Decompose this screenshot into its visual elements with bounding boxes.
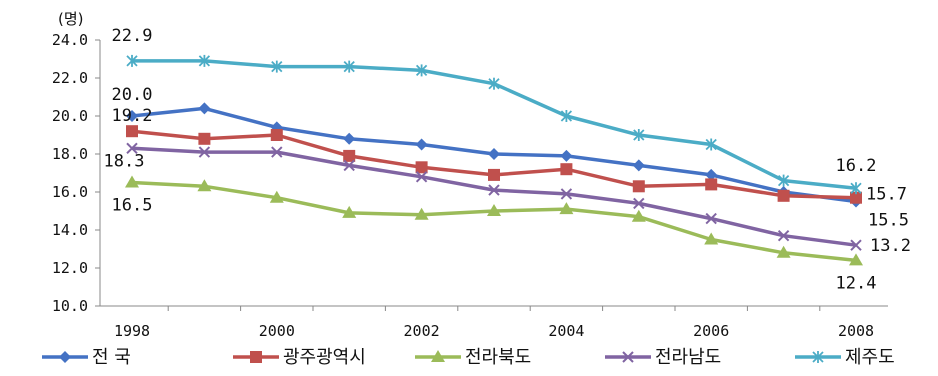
- data-point-series-1: [632, 180, 645, 193]
- data-point-series-2: [342, 205, 357, 218]
- data-point-series-0: [705, 168, 718, 181]
- data-point-series-4: [198, 54, 211, 67]
- data-point-series-1: [415, 161, 428, 174]
- data-label: 22.9: [112, 26, 153, 46]
- data-label: 19.2: [112, 106, 153, 126]
- x-tick-label: 1998: [114, 322, 150, 340]
- data-point-series-2: [559, 202, 574, 215]
- data-labels: 22.9 20.019.2 18.3 16.5 16.2 15.7 15.5 13.2 12.4: [104, 26, 911, 293]
- legend-item-3: 전라남도: [605, 347, 721, 368]
- data-label: 18.3: [104, 151, 145, 171]
- data-label: 13.2: [870, 236, 911, 256]
- data-label: 16.2: [836, 156, 877, 176]
- data-point-series-2: [776, 245, 791, 258]
- data-label: 16.5: [112, 196, 153, 216]
- y-tick-label: 24.0: [52, 31, 88, 49]
- legend-label: 전라북도: [465, 347, 531, 368]
- y-tick-label: 18.0: [52, 145, 88, 163]
- y-tick-label: 22.0: [52, 69, 88, 87]
- axes: 10.0 12.0 14.0 16.0 18.0 20.0 22.0 24.0 1998 2000…: [52, 31, 888, 340]
- data-point-series-3: [488, 184, 500, 196]
- data-point-series-3: [198, 146, 211, 158]
- y-tick-label: 12.0: [52, 259, 88, 277]
- legend-marker: [250, 351, 262, 363]
- data-point-series-4: [488, 77, 500, 90]
- legend-marker: [622, 351, 634, 363]
- data-point-series-2: [414, 207, 429, 220]
- data-point-series-4: [560, 110, 573, 122]
- data-point-series-4: [343, 60, 355, 73]
- x-tick-label: 2006: [693, 322, 729, 340]
- data-point-series-1: [198, 132, 211, 145]
- data-point-series-0: [126, 110, 138, 122]
- data-point-series-4: [126, 54, 138, 67]
- data-point-series-2: [125, 175, 139, 188]
- data-point-series-4: [777, 174, 790, 187]
- legend-label: 광주광역시: [283, 347, 366, 368]
- legend-marker: [812, 351, 824, 363]
- y-tick-label: 10.0: [52, 297, 88, 315]
- legend-label: 제주도: [845, 347, 895, 368]
- data-point-series-1: [560, 163, 573, 176]
- series-markers: [125, 54, 863, 266]
- legend-label: 전라남도: [655, 347, 721, 368]
- legend: 전 국 광주광역시 전라북도 전라남도 제주도: [42, 347, 895, 368]
- y-tick-label: 14.0: [52, 221, 88, 239]
- legend-item-0: 전 국: [42, 347, 131, 368]
- x-tick-label: 2000: [259, 322, 295, 340]
- x-tick-label: 2008: [838, 322, 874, 340]
- data-point-series-0: [632, 159, 645, 172]
- data-point-series-2: [269, 190, 284, 203]
- data-point-series-0: [198, 102, 211, 115]
- data-label: 15.5: [868, 211, 909, 231]
- data-point-series-3: [343, 159, 355, 172]
- legend-marker: [431, 350, 445, 362]
- data-point-series-1: [850, 191, 862, 204]
- data-point-series-4: [850, 182, 862, 195]
- data-point-series-1: [488, 168, 500, 181]
- series-lines: [131, 59, 857, 263]
- data-point-series-2: [487, 204, 501, 216]
- y-tick-label: 20.0: [52, 107, 88, 125]
- data-point-series-3: [271, 146, 283, 158]
- data-point-series-4: [271, 60, 283, 73]
- data-point-series-0: [343, 132, 356, 145]
- data-label: 15.7: [866, 185, 907, 205]
- x-tick-label: 2004: [548, 322, 584, 340]
- data-point-series-1: [126, 125, 138, 138]
- legend-marker: [59, 351, 71, 363]
- y-tick-label: 16.0: [52, 183, 88, 201]
- x-tick-label: 2002: [404, 322, 440, 340]
- data-point-series-1: [777, 189, 790, 202]
- data-point-series-3: [633, 197, 645, 210]
- series-line-2: [131, 180, 857, 263]
- data-point-series-2: [849, 253, 863, 266]
- data-point-series-4: [705, 138, 717, 151]
- legend-item-1: 광주광역시: [233, 347, 366, 368]
- data-point-series-0: [415, 138, 428, 151]
- legend-item-4: 제주도: [795, 347, 895, 368]
- data-point-series-1: [270, 129, 283, 141]
- data-point-series-4: [415, 64, 428, 77]
- data-label: 12.4: [836, 273, 877, 293]
- data-point-series-3: [560, 188, 573, 200]
- data-point-series-2: [197, 179, 212, 192]
- y-axis-unit-label: (명): [58, 10, 84, 28]
- data-label: 20.0: [112, 85, 153, 105]
- data-point-series-3: [126, 142, 138, 155]
- data-point-series-3: [705, 212, 717, 225]
- data-point-series-2: [704, 232, 719, 245]
- data-point-series-4: [633, 129, 645, 141]
- data-point-series-1: [343, 149, 356, 162]
- data-point-series-3: [777, 229, 790, 242]
- data-point-series-0: [488, 148, 500, 160]
- data-point-series-2: [631, 209, 646, 222]
- data-point-series-0: [560, 149, 573, 162]
- data-point-series-3: [415, 171, 428, 183]
- legend-label: 전 국: [92, 347, 131, 368]
- data-point-series-1: [705, 178, 718, 191]
- legend-item-2: 전라북도: [415, 347, 531, 368]
- data-point-series-3: [850, 239, 862, 251]
